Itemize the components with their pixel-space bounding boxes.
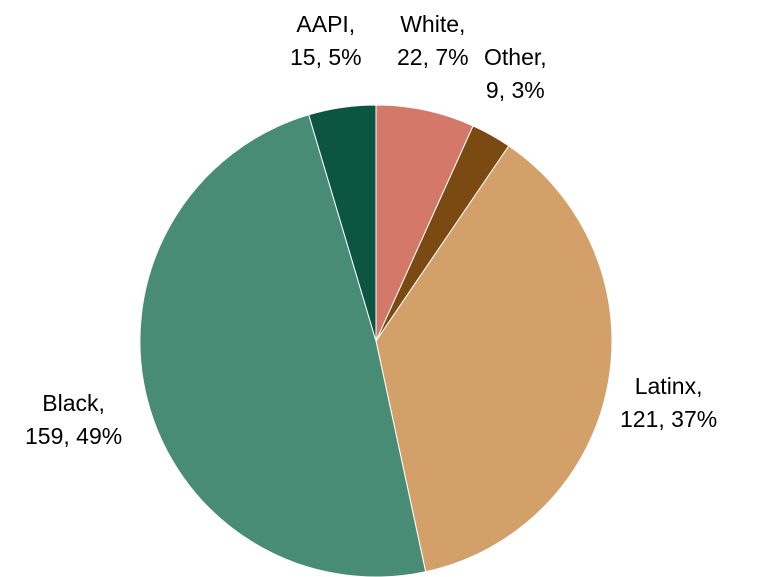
pie-slice-black <box>139 114 427 577</box>
label-latinx: Latinx, 121, 37% <box>620 373 718 432</box>
label-other: Other, 9, 3% <box>484 44 547 103</box>
pie-slice-aapi <box>308 104 377 342</box>
label-white: White, 22, 7% <box>397 11 469 70</box>
label-aapi: AAPI, 15, 5% <box>290 11 362 70</box>
pie-slice-latinx <box>375 145 613 573</box>
label-black: Black, 159, 49% <box>25 390 123 449</box>
